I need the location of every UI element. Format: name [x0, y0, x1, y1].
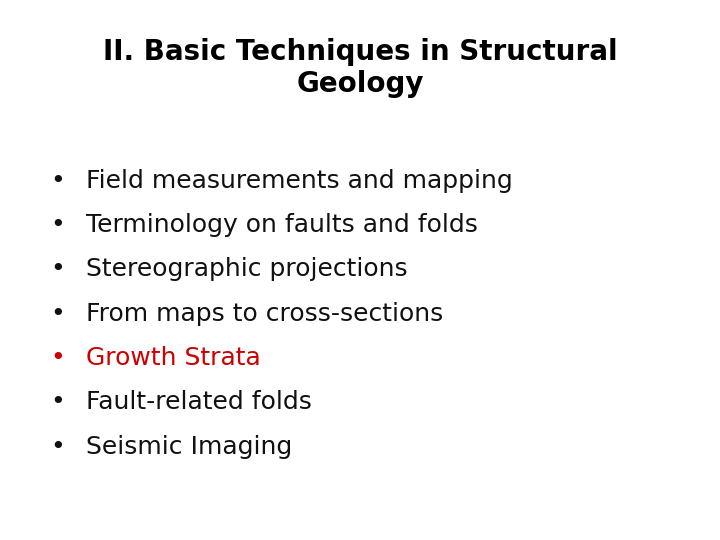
Text: Fault-related folds: Fault-related folds — [86, 390, 312, 414]
Text: Stereographic projections: Stereographic projections — [86, 258, 408, 281]
Text: Field measurements and mapping: Field measurements and mapping — [86, 169, 513, 193]
Text: Seismic Imaging: Seismic Imaging — [86, 435, 292, 458]
Text: •: • — [50, 169, 65, 193]
Text: •: • — [50, 390, 65, 414]
Text: II. Basic Techniques in Structural
Geology: II. Basic Techniques in Structural Geolo… — [103, 38, 617, 98]
Text: •: • — [50, 213, 65, 237]
Text: •: • — [50, 258, 65, 281]
Text: •: • — [50, 346, 65, 370]
Text: From maps to cross-sections: From maps to cross-sections — [86, 302, 444, 326]
Text: •: • — [50, 302, 65, 326]
Text: Terminology on faults and folds: Terminology on faults and folds — [86, 213, 478, 237]
Text: Growth Strata: Growth Strata — [86, 346, 261, 370]
Text: •: • — [50, 435, 65, 458]
